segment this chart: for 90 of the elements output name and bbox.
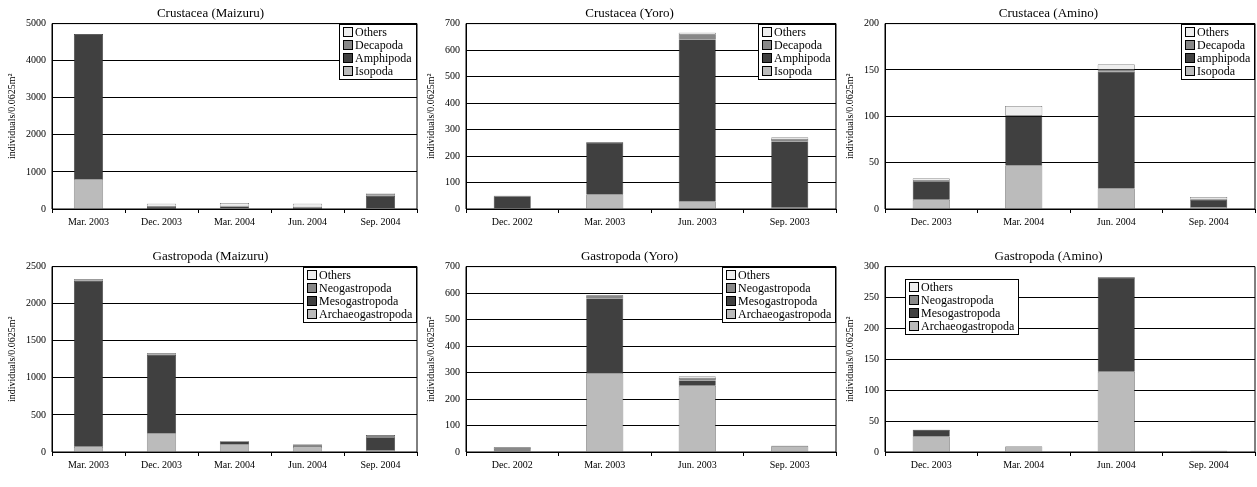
y-tick-label: 1000: [26, 165, 46, 177]
legend-label: Others: [737, 267, 771, 282]
chart-title: Gastropoda (Yoro): [580, 248, 679, 264]
legend-label: Neogastropoda: [920, 292, 995, 307]
y-tick-label: 100: [864, 383, 879, 395]
x-tick-label: Mar. 2004: [213, 215, 256, 227]
y-axis-title: individuals/0.0625m²: [843, 316, 855, 403]
y-tick-label: 300: [864, 260, 879, 272]
y-tick-label: 200: [445, 149, 460, 161]
x-tick-label: Dec. 2003: [140, 458, 183, 470]
y-tick-label: 50: [869, 414, 879, 426]
x-tick-label: Mar. 2004: [1003, 458, 1045, 470]
y-tick-label: 200: [445, 392, 460, 404]
y-tick-label: 700: [445, 260, 460, 272]
x-tick-label: Jun. 2004: [1096, 458, 1136, 470]
x-tick-label: Mar. 2003: [584, 458, 626, 470]
y-tick-label: 2500: [26, 260, 46, 272]
legend-label: Decapoda: [354, 37, 404, 52]
y-tick-label: 3000: [26, 91, 46, 103]
x-tick-label: Dec. 2002: [491, 215, 533, 227]
legend-label: Others: [354, 24, 388, 39]
y-tick-label: 300: [445, 123, 460, 135]
chart-title: Crustacea (Amino): [998, 5, 1099, 21]
y-tick-label: 100: [445, 176, 460, 188]
y-tick-label: 0: [455, 202, 460, 214]
y-axis-title: individuals/0.0625m²: [424, 316, 436, 403]
legend-label: Decapoda: [1196, 37, 1246, 52]
x-tick-label: Dec. 2003: [910, 458, 952, 470]
x-tick-label: Sep. 2003: [769, 458, 810, 470]
legend-label: Others: [920, 279, 954, 294]
chart-title: Crustacea (Yoro): [585, 5, 674, 21]
y-tick-label: 500: [31, 408, 46, 420]
chart-title: Crustacea (Maizuru): [156, 5, 265, 21]
x-tick-label: Jun. 2004: [288, 458, 327, 470]
legend-label: Decapoda: [773, 37, 823, 52]
x-tick-label: Mar. 2003: [584, 215, 626, 227]
chart-title: Gastropoda (Maizuru): [152, 248, 269, 264]
y-tick-label: 500: [445, 313, 460, 325]
y-axis-title: individuals/0.0625m²: [424, 73, 436, 160]
y-tick-label: 600: [445, 286, 460, 298]
legend-label: Others: [318, 267, 352, 282]
y-axis-title: individuals/0.0625m²: [843, 73, 855, 160]
y-tick-label: 0: [455, 445, 460, 457]
y-tick-label: 400: [445, 339, 460, 351]
y-tick-label: 1000: [26, 371, 46, 383]
x-tick-label: Jun. 2003: [677, 458, 717, 470]
legend-label: Neogastropoda: [737, 280, 812, 295]
legend-label: Others: [1196, 24, 1230, 39]
x-tick-label: Jun. 2004: [1096, 215, 1136, 227]
x-tick-label: Mar. 2004: [1003, 215, 1045, 227]
x-tick-label: Mar. 2003: [67, 215, 110, 227]
y-tick-label: 100: [864, 109, 879, 121]
y-tick-label: 0: [41, 445, 46, 457]
x-tick-label: Dec. 2003: [910, 215, 952, 227]
y-tick-label: 150: [864, 63, 879, 75]
y-tick-label: 2000: [26, 128, 46, 140]
x-tick-label: Sep. 2004: [1188, 215, 1229, 227]
y-tick-label: 150: [864, 352, 879, 364]
x-tick-label: Sep. 2004: [1188, 458, 1229, 470]
x-tick-label: Sep. 2004: [360, 458, 401, 470]
y-tick-label: 4000: [26, 54, 46, 66]
y-tick-label: 50: [869, 156, 879, 168]
x-tick-label: Jun. 2004: [288, 215, 327, 227]
y-tick-label: 500: [445, 70, 460, 82]
chart-title: Gastropoda (Amino): [994, 248, 1103, 264]
y-tick-label: 1500: [26, 334, 46, 346]
y-tick-label: 0: [41, 202, 46, 214]
y-tick-label: 700: [445, 17, 460, 29]
y-tick-label: 200: [864, 17, 879, 29]
y-tick-label: 250: [864, 291, 879, 303]
y-tick-label: 5000: [26, 17, 46, 29]
y-tick-label: 600: [445, 43, 460, 55]
y-tick-label: 2000: [26, 297, 46, 309]
x-tick-label: Sep. 2004: [360, 215, 401, 227]
y-tick-label: 100: [445, 419, 460, 431]
y-tick-label: 400: [445, 96, 460, 108]
y-axis-title: individuals/0.0625m²: [5, 316, 17, 403]
x-tick-label: Mar. 2004: [213, 458, 256, 470]
x-tick-label: Mar. 2003: [67, 458, 110, 470]
legend-label: Neogastropoda: [318, 280, 393, 295]
y-tick-label: 300: [445, 366, 460, 378]
x-tick-label: Dec. 2003: [140, 215, 183, 227]
y-tick-label: 0: [874, 202, 879, 214]
y-axis-title: individuals/0.0625m²: [5, 73, 17, 160]
y-tick-label: 0: [874, 445, 879, 457]
y-tick-label: 200: [864, 322, 879, 334]
legend-label: Others: [773, 24, 807, 39]
x-tick-label: Dec. 2002: [491, 458, 533, 470]
x-tick-label: Sep. 2003: [769, 215, 810, 227]
x-tick-label: Jun. 2003: [677, 215, 717, 227]
